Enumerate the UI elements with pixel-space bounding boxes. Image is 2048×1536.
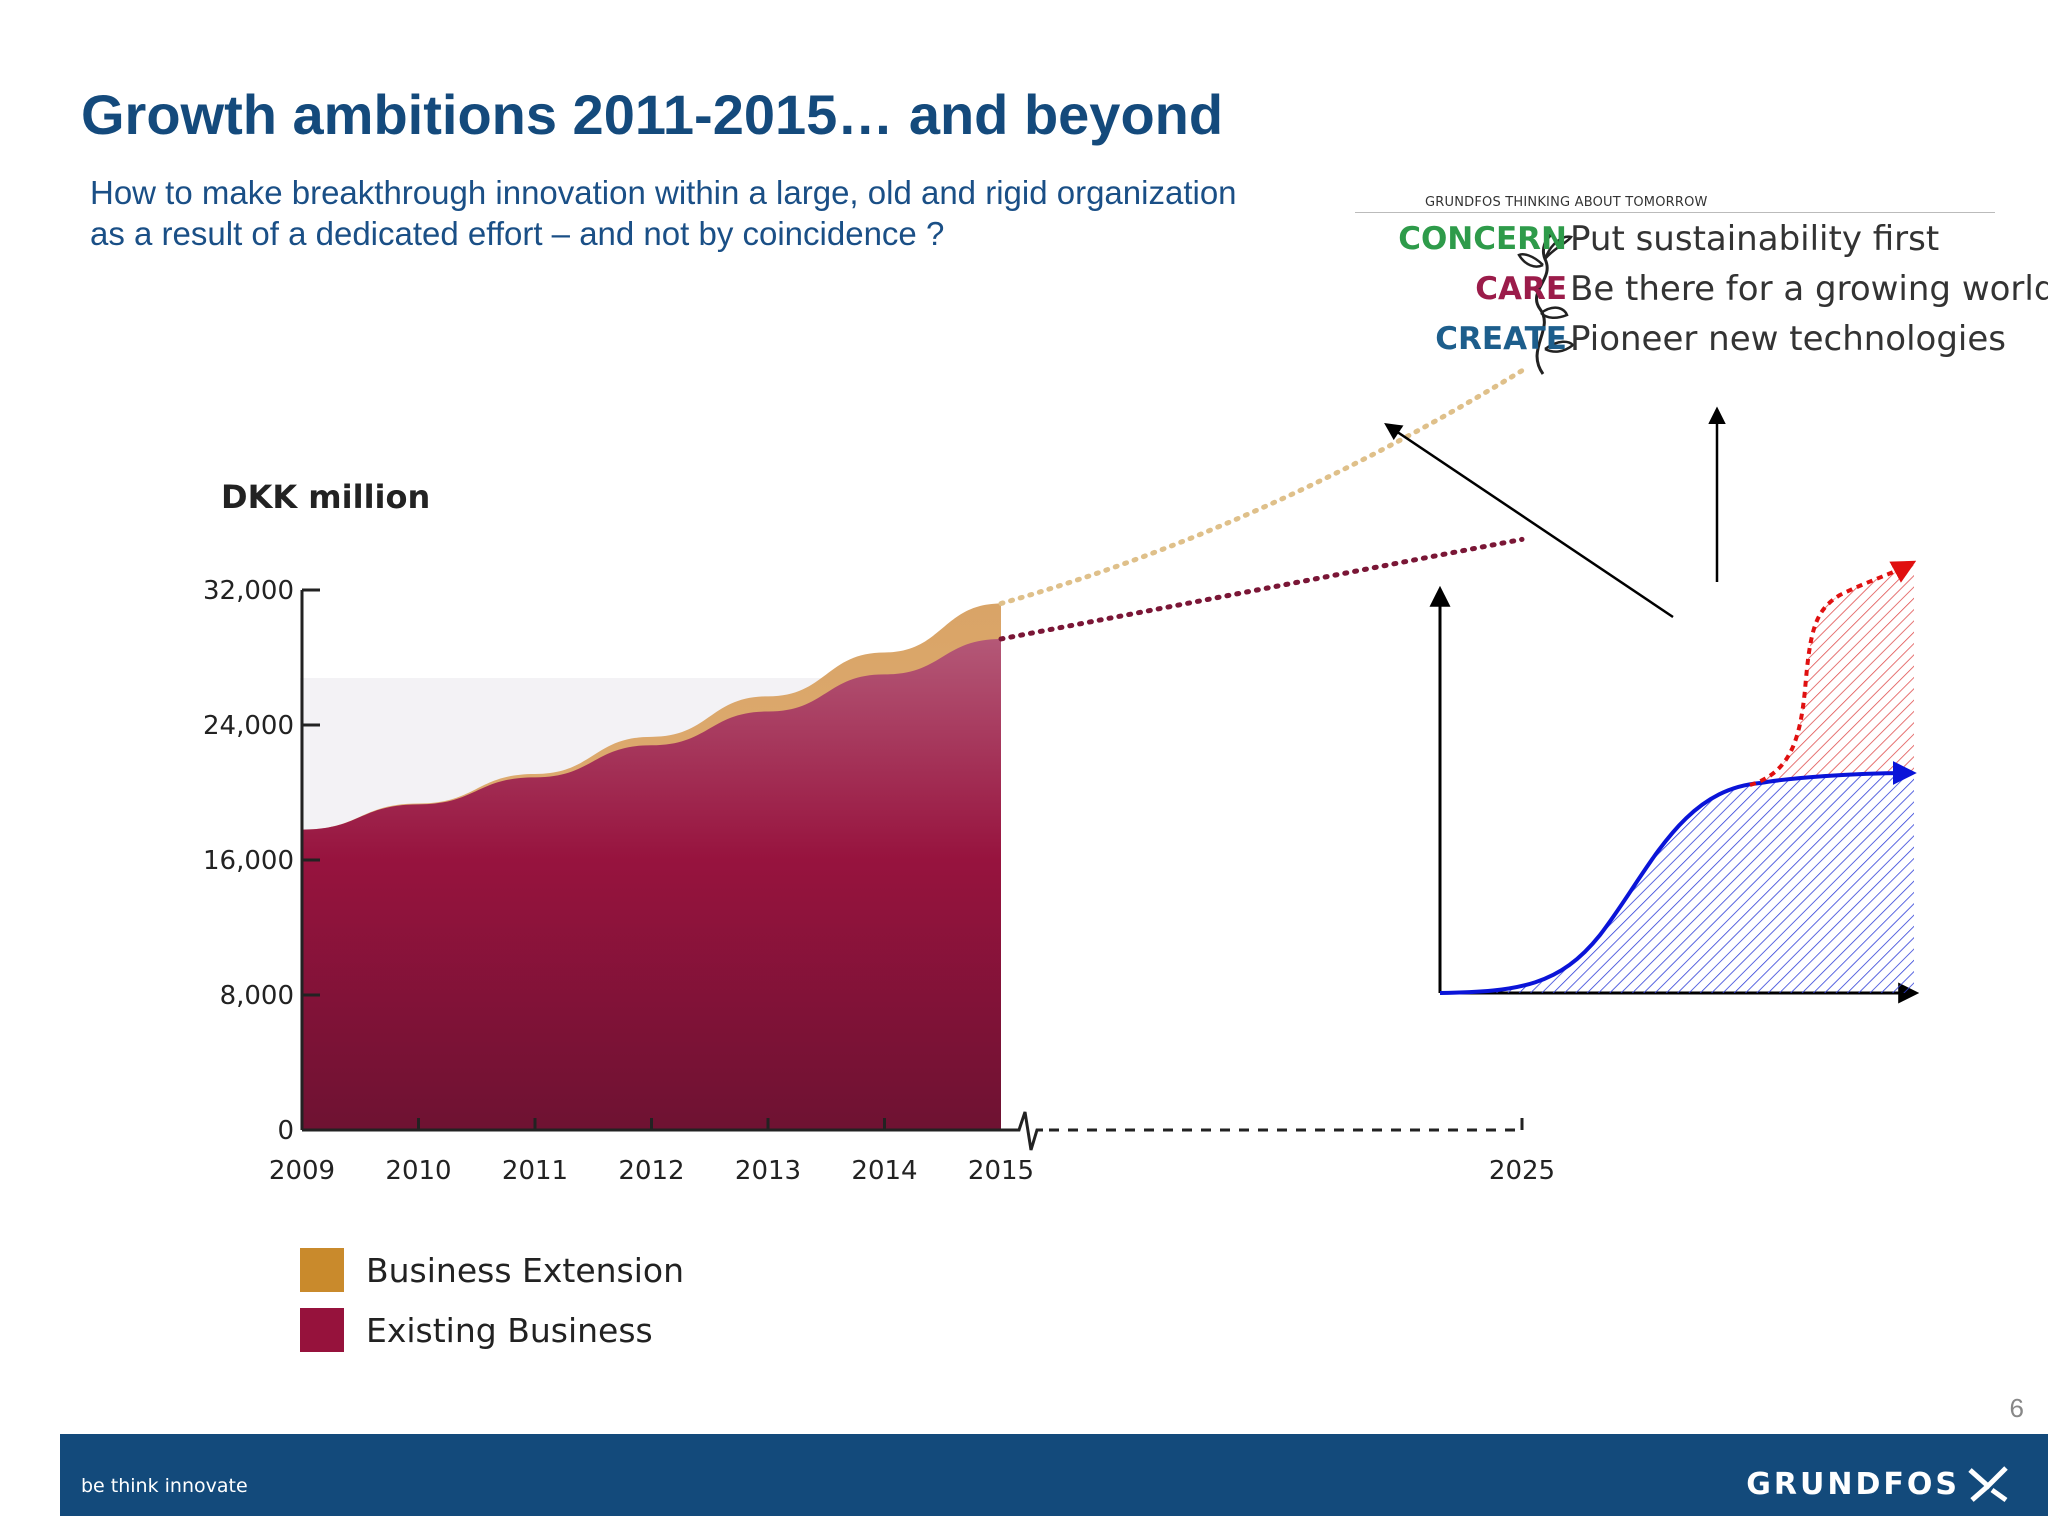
tagline-row-care: CARE Be there for a growing world (1355, 263, 2048, 313)
page-title: Growth ambitions 2011-2015… and beyond (81, 83, 1224, 146)
tagline-word-concern: CONCERN (1398, 221, 1567, 257)
existing-projection-line (998, 536, 1525, 642)
tagline-header: GRUNDFOS THINKING ABOUT TOMORROW (1355, 195, 1995, 213)
legend-swatch-business-extension (300, 1248, 344, 1292)
y-tick-label: 0 (277, 1116, 294, 1146)
y-tick-label: 16,000 (203, 846, 294, 876)
x-tick-label: 2010 (385, 1156, 451, 1186)
x-tick-label-2025: 2025 (1489, 1156, 1555, 1186)
x-tick-label: 2012 (618, 1156, 684, 1186)
red-hatched-area (1750, 565, 1914, 785)
subtitle-line-1: How to make breakthrough innovation with… (90, 174, 1237, 211)
legend-label-existing-business: Existing Business (366, 1310, 653, 1350)
legend-swatch-existing-business (300, 1308, 344, 1352)
page-subtitle: How to make breakthrough innovation with… (90, 172, 1340, 254)
y-tick-label: 8,000 (220, 981, 294, 1011)
footer-bar: be think innovate GRUNDFOS (60, 1434, 2048, 1516)
tagline-text-create: Pioneer new technologies (1570, 319, 2007, 359)
axis-break-icon (1005, 1111, 1043, 1151)
tagline-text-concern: Put sustainability first (1570, 219, 1940, 259)
legend-item-existing-business: Existing Business (300, 1300, 684, 1360)
y-tick-label: 32,000 (203, 576, 294, 606)
tagline-text-care: Be there for a growing world (1570, 269, 2048, 309)
diagonal-arrow (1384, 423, 1674, 619)
chart-legend: Business Extension Existing Business (300, 1240, 684, 1360)
footer-brand: GRUNDFOS (1746, 1464, 2010, 1504)
plant-icon (1517, 231, 1575, 375)
subtitle-line-2: as a result of a dedicated effort – and … (90, 215, 945, 252)
y-tick-label: 24,000 (203, 711, 294, 741)
tagline-row-create: CREATE Pioneer new technologies (1355, 313, 2006, 363)
grundfos-tagline: GRUNDFOS THINKING ABOUT TOMORROW CONCERN… (1355, 195, 2048, 375)
legend-item-business-extension: Business Extension (300, 1240, 684, 1300)
red-s-curve (1749, 560, 1917, 787)
x-tick-label: 2013 (735, 1156, 801, 1186)
grundfos-x-icon (1968, 1466, 2008, 1503)
extension-projection-line (998, 368, 1525, 606)
tagline-word-create: CREATE (1435, 321, 1567, 357)
x-tick-label: 2009 (269, 1156, 335, 1186)
blue-hatched-area (1440, 773, 1914, 993)
y-axis-unit-label: DKK million (221, 478, 430, 516)
s-curve-diagram (1384, 406, 1920, 1004)
page-number: 6 (2009, 1393, 2024, 1423)
main-area-chart: 0 8,000 16,000 24,000 32,000 2009 2010 2011 2012… (203, 368, 1555, 1186)
legend-label-business-extension: Business Extension (366, 1250, 685, 1290)
footer-slogan: be think innovate (81, 1475, 248, 1497)
tagline-word-care: CARE (1475, 271, 1567, 307)
x-tick-label: 2011 (502, 1156, 568, 1186)
tagline-row-concern: CONCERN Put sustainability first (1355, 213, 1995, 263)
x-tick-label: 2014 (851, 1156, 917, 1186)
existing-business-area (302, 638, 1001, 1130)
x-tick-label: 2015 (968, 1156, 1034, 1186)
blue-s-curve (1439, 761, 1917, 995)
brand-logo-text: GRUNDFOS (1746, 1466, 1960, 1502)
